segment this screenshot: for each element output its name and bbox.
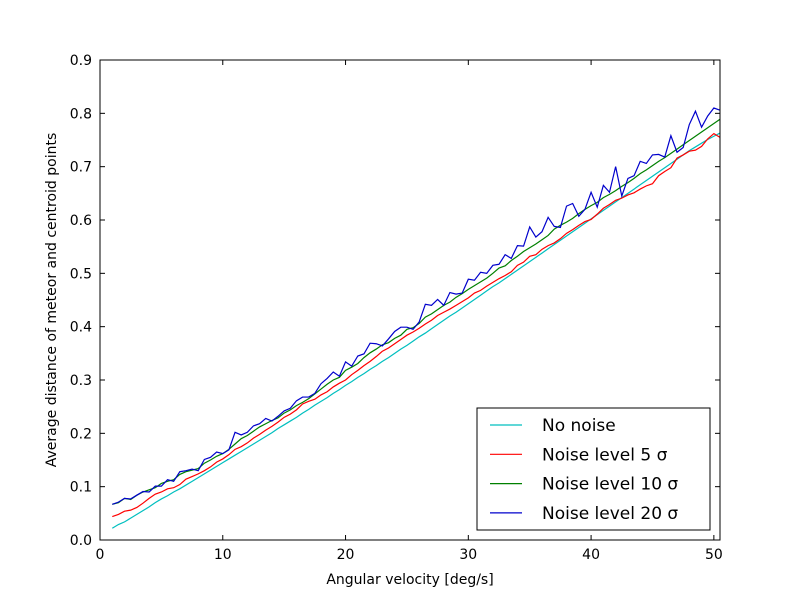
- y-tick-label: 0.4: [70, 320, 92, 336]
- x-tick-label: 20: [337, 547, 355, 563]
- axes-frame: [99, 59, 721, 541]
- y-tick-label: 0.9: [70, 53, 92, 69]
- legend-label: Noise level 10 σ: [542, 475, 678, 495]
- legend-label: No noise: [542, 416, 616, 436]
- legend-label: Noise level 20 σ: [542, 504, 678, 524]
- y-tick-label: 0.3: [70, 373, 92, 389]
- legend-box: [476, 407, 711, 531]
- x-tick-label: 0: [96, 547, 105, 563]
- y-tick-label: 0.0: [70, 533, 92, 549]
- y-tick-label: 0.8: [70, 106, 92, 122]
- y-tick-label: 0.5: [70, 266, 92, 282]
- axes-layer: [99, 59, 721, 541]
- x-ticks: 0 10 20 30 40 50: [96, 60, 723, 563]
- y-ticks: 0.0 0.1 0.2 0.3 0.4 0.5 0.6 0.7 0.8 0.9: [70, 53, 720, 549]
- y-axis-label: Average distance of meteor and centroid …: [44, 133, 60, 467]
- series-line-2: [112, 132, 721, 518]
- y-tick-label: 0.7: [70, 160, 92, 176]
- y-tick-label: 0.6: [70, 213, 92, 229]
- series-layer: [111, 107, 721, 529]
- y-tick-label: 0.1: [70, 480, 92, 496]
- x-tick-label: 50: [705, 547, 723, 563]
- legend-label: Noise level 5 σ: [542, 445, 668, 465]
- x-tick-label: 10: [214, 547, 232, 563]
- x-axis-label: Angular velocity [deg/s]: [326, 572, 493, 588]
- x-tick-label: 30: [459, 547, 477, 563]
- series-line-4: [112, 107, 721, 505]
- x-tick-label: 40: [582, 547, 600, 563]
- y-tick-label: 0.2: [70, 426, 92, 442]
- legend: No noise Noise level 5 σ Noise level 10 σ N…: [476, 407, 711, 531]
